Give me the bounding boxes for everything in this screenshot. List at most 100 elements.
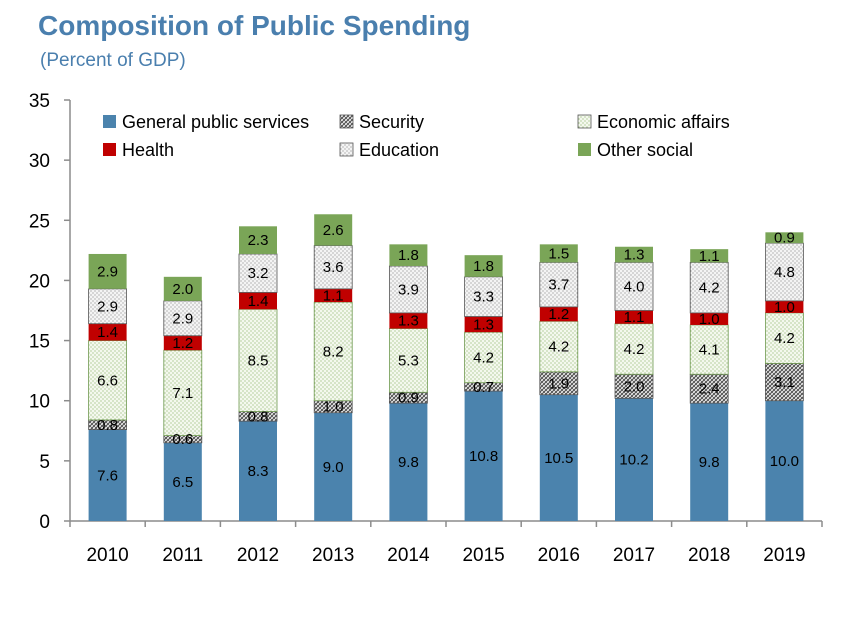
bar-segment [689,373,729,404]
x-tick-label: 2016 [538,545,580,566]
y-tick-label: 10 [29,392,50,413]
bar-segment [690,249,729,263]
bar-value-label: 3.3 [473,289,494,306]
bar-segment [765,312,804,364]
bar-segment [765,300,804,313]
bar-value-label: 10.5 [544,450,573,467]
bar-value-label: 2.9 [97,263,118,280]
bar-value-label: 7.1 [172,385,193,402]
y-tick-label: 0 [39,512,50,533]
chart-subtitle: (Percent of GDP) [40,50,186,71]
bar-segment [539,306,578,322]
bar-segment [464,316,503,333]
legend-label: Other social [597,140,693,160]
bar-segment [314,412,353,521]
bar-segment [690,312,729,325]
legend-swatch [103,143,116,156]
y-tick-label: 20 [29,271,50,292]
bar-segment [313,245,353,290]
bar-segment [88,288,127,325]
y-tick-label: 5 [39,452,50,473]
bar-value-label: 3.7 [548,277,569,294]
legend: General public services Security Economic … [103,112,730,160]
bar-segment [539,320,579,373]
bar-value-label: 1.0 [774,299,795,316]
y-tick-label: 35 [29,91,50,112]
bar-segment [539,394,578,521]
bar-value-label: 9.0 [323,459,344,476]
bar-value-label: 1.3 [624,247,645,264]
bar-value-label: 1.1 [699,248,720,265]
bar-segment [464,255,503,277]
bar-segment [388,265,428,314]
bar-segment [238,253,278,293]
bar-value-label: 10.0 [770,453,799,470]
bar-segment [88,323,127,341]
bar-value-label: 1.1 [323,287,344,304]
bar-value-label: 3.2 [248,265,269,282]
bar-value-label: 2.4 [699,381,720,398]
bar-value-label: 4.2 [699,280,720,297]
bar-segment [765,363,804,402]
bar-value-label: 4.8 [774,264,795,281]
legend-label: Health [122,140,174,160]
bar-segment [765,232,804,244]
bar-segment [88,429,127,521]
bar-segment [314,214,353,246]
bar-segment [615,246,653,263]
data-labels: 7.6 0.8 6.6 1.4 2.9 2.9 6.5 0.6 7.1 1.2 2.9 2.0 8.3 0… [97,222,799,491]
axes: 0 5 10 15 20 25 30 35 2010 2011 2012 2013 2014 2015 20… [29,91,823,566]
legend-label: Economic affairs [597,112,730,132]
bar-value-label: 2.0 [624,378,645,395]
legend-label: Security [359,112,424,132]
bar-value-label: 0.6 [172,431,193,448]
bar-segment [163,442,202,521]
bar-segment [239,292,277,310]
bar-value-label: 1.8 [473,258,494,275]
bar-value-label: 1.0 [699,311,720,328]
bar-value-label: 2.9 [97,298,118,315]
bar-segment [238,308,278,412]
bar-value-label: 0.9 [774,230,795,247]
bar-value-label: 4.2 [624,341,645,358]
bar-segment [163,349,203,436]
bar-value-label: 0.7 [473,379,494,396]
bar-value-label: 0.9 [398,390,419,407]
bar-segment [88,253,127,289]
bar-value-label: 1.2 [548,306,569,323]
bar-value-label: 2.0 [172,281,193,298]
x-tick-label: 2011 [162,545,203,566]
legend-label: General public services [122,112,309,132]
bar-segment [239,421,277,521]
x-tick-label: 2012 [237,545,279,566]
bar-segment [163,300,203,337]
bar-segment [163,335,202,351]
bar-segment [539,244,578,263]
bar-value-label: 1.5 [548,245,569,262]
bar-value-label: 0.8 [248,408,269,425]
bar-segment [389,403,428,521]
legend-swatch [103,115,116,128]
bar-segment [313,301,353,402]
bar-value-label: 4.2 [774,330,795,347]
chart-title: Composition of Public Spending [38,10,471,41]
bar-value-label: 7.6 [97,467,118,484]
bar-value-label: 4.2 [473,349,494,366]
bar-value-label: 3.6 [323,259,344,276]
bar-segment [614,373,654,399]
bar-value-label: 1.1 [624,309,645,326]
bar-value-label: 9.8 [699,454,720,471]
bar-segment [88,340,127,421]
x-tick-label: 2013 [312,545,354,566]
legend-swatch [578,143,591,156]
y-tick-label: 25 [29,211,50,232]
bar-value-label: 2.3 [248,232,269,249]
bar-value-label: 4.0 [624,278,645,295]
bar-value-label: 5.3 [398,352,419,369]
y-tick-label: 30 [29,151,50,172]
bar-value-label: 1.3 [398,313,419,330]
bar-value-label: 3.1 [774,374,795,391]
x-tick-label: 2015 [462,545,504,566]
bar-value-label: 4.1 [699,342,720,359]
bar-value-label: 9.8 [398,454,419,471]
